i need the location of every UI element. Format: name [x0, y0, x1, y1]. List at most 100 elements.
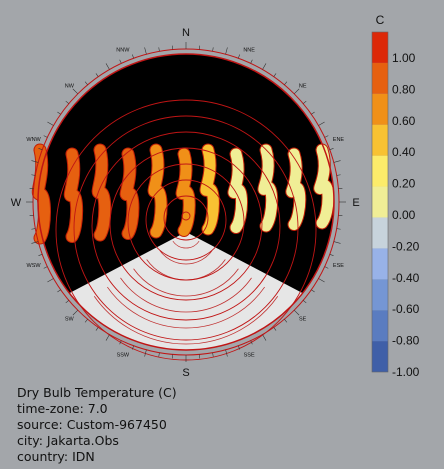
- ground-arc: [159, 250, 213, 265]
- info-block: Dry Bulb Temperature (C) time-zone: 7.0 …: [17, 385, 177, 465]
- compass-tick: [31, 228, 36, 230]
- compass-tick: [95, 327, 99, 331]
- compass-label: NW: [65, 83, 75, 89]
- outer-ring: [37, 53, 335, 351]
- compass-tick: [303, 300, 307, 304]
- legend-swatch: [372, 124, 388, 156]
- compass-tick: [212, 352, 214, 357]
- compass-tick: [31, 174, 36, 176]
- ground-arc: [120, 277, 252, 313]
- legend-unit: C: [376, 13, 385, 27]
- compass-tick: [119, 340, 122, 345]
- legend-swatch: [372, 32, 388, 63]
- analemma-fill: [228, 148, 248, 233]
- compass-tick: [318, 278, 325, 283]
- compass-tick: [43, 135, 48, 138]
- legend-tick-label: -0.60: [392, 302, 420, 316]
- analemma-fill: [92, 144, 111, 241]
- compass-label: E: [352, 197, 359, 209]
- compass-label: S: [182, 367, 189, 379]
- compass-tick: [84, 81, 88, 85]
- analemma-curve: [257, 143, 279, 233]
- compass-label: WSW: [27, 263, 42, 269]
- compass-tick: [273, 73, 277, 77]
- analemma-curve: [91, 143, 112, 242]
- compass-label: WNW: [26, 137, 41, 143]
- analemma-fill: [148, 144, 167, 238]
- legend-tick-label: 0.00: [392, 208, 416, 222]
- compass-tick: [333, 241, 341, 244]
- ground-arc: [172, 240, 200, 249]
- compass-tick: [84, 319, 88, 323]
- ground-arc: [133, 268, 239, 297]
- compass-tick: [318, 121, 325, 126]
- legend-swatch: [372, 186, 388, 218]
- analemma-curve: [227, 147, 249, 234]
- compass-label: W: [11, 197, 22, 209]
- legend-swatch: [372, 155, 388, 187]
- compass-label: N: [182, 27, 190, 39]
- compass-tick: [47, 121, 54, 126]
- compass-label: SSW: [117, 352, 130, 358]
- compass-tick: [31, 241, 39, 244]
- ground-arc: [93, 296, 279, 345]
- compass-tick: [238, 345, 240, 350]
- compass-tick: [284, 81, 288, 85]
- compass-tick: [311, 111, 315, 115]
- altitude-ring: [181, 211, 191, 221]
- compass-label: NE: [299, 83, 307, 89]
- analemma-curve: [175, 147, 196, 237]
- altitude-ring: [145, 179, 227, 261]
- analemma-fill: [286, 148, 306, 230]
- compass-tick: [158, 352, 160, 357]
- legend-swatch: [372, 341, 388, 372]
- analemma-fill: [120, 148, 139, 239]
- legend-frame: [371, 31, 389, 373]
- compass-tick: [212, 47, 214, 52]
- altitude-ring: [127, 163, 245, 281]
- compass-label: NNW: [116, 48, 130, 54]
- compass-label: SW: [65, 317, 75, 323]
- ground-arc: [107, 286, 265, 329]
- info-city: city: Jakarta.Obs: [17, 433, 119, 448]
- compass-label: ENE: [333, 137, 345, 143]
- compass-tick: [72, 309, 79, 316]
- compass-tick: [262, 63, 267, 70]
- compass-tick: [132, 345, 134, 350]
- analemma-fill: [176, 148, 195, 236]
- legend-tick-label: 0.80: [392, 82, 416, 96]
- compass-tick: [336, 174, 341, 176]
- altitude-ring: [91, 131, 281, 321]
- compass-tick: [238, 54, 240, 59]
- legend-swatch: [372, 62, 388, 94]
- compass-label: ESE: [333, 263, 344, 269]
- legend-tick-label: -0.80: [392, 334, 420, 348]
- analemma-curve: [119, 147, 140, 240]
- legend: C 1.00 0.80 0.60 0.40 0.20 0.00 -0.20 -0.40 -0.60…: [371, 13, 420, 379]
- compass-tick: [43, 266, 48, 269]
- analemma-curve: [63, 147, 84, 243]
- compass-tick: [293, 88, 300, 95]
- analemma-curves: [31, 143, 335, 245]
- analemma-curve: [199, 143, 220, 236]
- analemma-curve: [147, 143, 168, 239]
- altitude-ring: [73, 115, 299, 341]
- compass-tick: [119, 59, 122, 64]
- compass-tick: [72, 88, 79, 95]
- analemma-curve: [313, 143, 335, 230]
- compass-tick: [284, 319, 288, 323]
- info-source: source: Custom-967450: [17, 417, 167, 432]
- compass-tick: [95, 73, 99, 77]
- compass-tick: [336, 228, 341, 230]
- info-timezone: time-zone: 7.0: [17, 401, 108, 416]
- compass-tick: [158, 47, 160, 52]
- legend-swatch: [372, 279, 388, 311]
- compass-tick: [144, 349, 147, 357]
- compass-tick: [38, 254, 43, 256]
- compass-tick: [31, 160, 39, 163]
- legend-tick-label: -1.00: [392, 365, 420, 379]
- compass-label: NNE: [243, 48, 255, 54]
- altitude-ring: [109, 147, 263, 301]
- legend-tick-label: -0.40: [392, 271, 420, 285]
